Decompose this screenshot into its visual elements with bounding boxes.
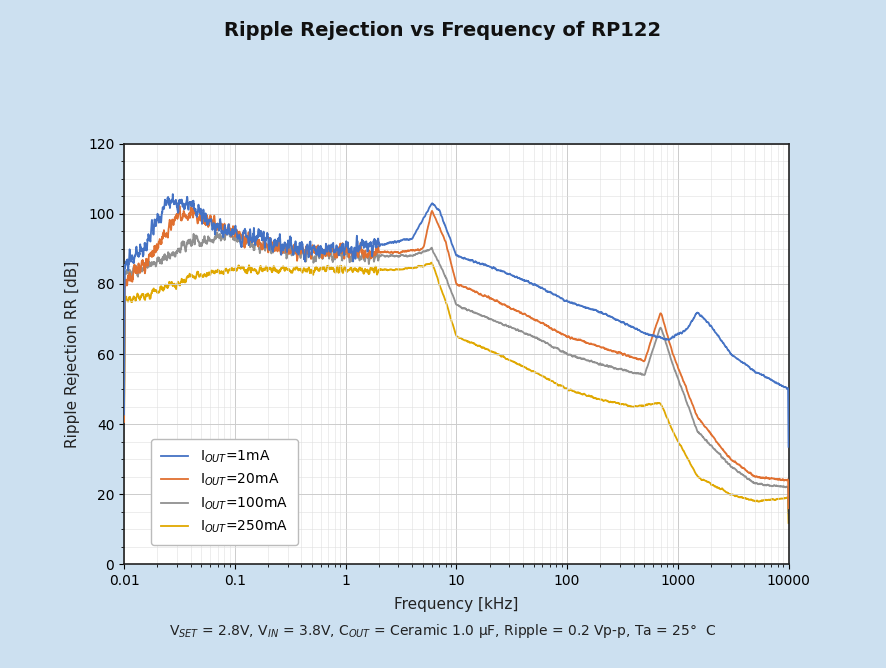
I$_{OUT}$=100mA xyxy=(234,237,245,245)
I$_{OUT}$=1mA xyxy=(374,238,385,246)
Legend: I$_{OUT}$=1mA, I$_{OUT}$=20mA, I$_{OUT}$=100mA, I$_{OUT}$=250mA: I$_{OUT}$=1mA, I$_{OUT}$=20mA, I$_{OUT}$… xyxy=(151,439,298,545)
I$_{OUT}$=100mA xyxy=(402,253,413,261)
I$_{OUT}$=100mA xyxy=(374,251,385,259)
Line: I$_{OUT}$=1mA: I$_{OUT}$=1mA xyxy=(124,194,789,447)
I$_{OUT}$=20mA xyxy=(234,228,245,236)
I$_{OUT}$=20mA xyxy=(783,504,794,512)
I$_{OUT}$=20mA xyxy=(770,476,781,484)
I$_{OUT}$=100mA xyxy=(221,226,231,234)
Text: V$_{SET}$ = 2.8V, V$_{IN}$ = 3.8V, C$_{OUT}$ = Ceramic 1.0 μF, Ripple = 0.2 Vp-p: V$_{SET}$ = 2.8V, V$_{IN}$ = 3.8V, C$_{O… xyxy=(169,623,717,640)
I$_{OUT}$=100mA xyxy=(119,415,129,424)
I$_{OUT}$=1mA xyxy=(167,190,178,198)
I$_{OUT}$=1mA xyxy=(119,410,129,418)
I$_{OUT}$=20mA xyxy=(374,248,385,257)
I$_{OUT}$=250mA xyxy=(195,272,206,280)
I$_{OUT}$=250mA xyxy=(783,519,794,527)
Line: I$_{OUT}$=20mA: I$_{OUT}$=20mA xyxy=(124,206,789,508)
I$_{OUT}$=20mA xyxy=(195,209,206,217)
I$_{OUT}$=20mA xyxy=(402,246,413,255)
I$_{OUT}$=1mA xyxy=(699,315,710,323)
I$_{OUT}$=20mA xyxy=(699,422,710,430)
I$_{OUT}$=20mA xyxy=(175,202,185,210)
I$_{OUT}$=100mA xyxy=(699,434,710,442)
I$_{OUT}$=1mA xyxy=(402,235,413,243)
Y-axis label: Ripple Rejection RR [dB]: Ripple Rejection RR [dB] xyxy=(65,261,80,448)
I$_{OUT}$=100mA xyxy=(770,482,781,490)
I$_{OUT}$=1mA xyxy=(770,379,781,387)
I$_{OUT}$=100mA xyxy=(195,241,206,249)
I$_{OUT}$=1mA xyxy=(783,443,794,451)
I$_{OUT}$=250mA xyxy=(234,263,245,271)
I$_{OUT}$=250mA xyxy=(402,264,413,272)
I$_{OUT}$=1mA xyxy=(234,232,245,240)
I$_{OUT}$=250mA xyxy=(119,430,129,438)
X-axis label: Frequency [kHz]: Frequency [kHz] xyxy=(394,597,518,611)
I$_{OUT}$=250mA xyxy=(374,266,385,274)
Line: I$_{OUT}$=250mA: I$_{OUT}$=250mA xyxy=(124,263,789,523)
Text: Ripple Rejection vs Frequency of RP122: Ripple Rejection vs Frequency of RP122 xyxy=(224,21,662,39)
I$_{OUT}$=250mA xyxy=(699,476,710,484)
I$_{OUT}$=250mA xyxy=(770,496,781,504)
I$_{OUT}$=20mA xyxy=(119,418,129,426)
Line: I$_{OUT}$=100mA: I$_{OUT}$=100mA xyxy=(124,230,789,513)
I$_{OUT}$=100mA xyxy=(783,509,794,517)
I$_{OUT}$=250mA xyxy=(426,259,437,267)
I$_{OUT}$=1mA xyxy=(195,206,206,214)
